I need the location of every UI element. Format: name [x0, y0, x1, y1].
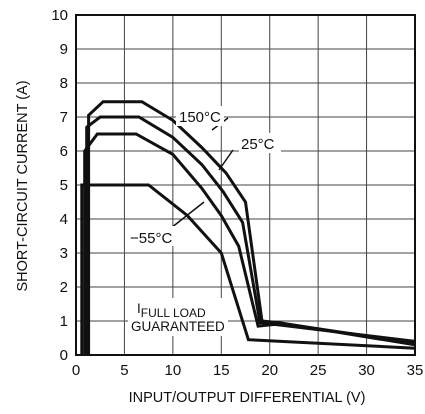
label-bg-150c [176, 106, 224, 126]
y-tick-label: 2 [60, 279, 68, 296]
y-tick-label: 8 [60, 75, 68, 92]
y-tick-labels: 0 1 2 3 4 5 6 7 8 9 10 [51, 7, 68, 364]
leader-25c [218, 149, 234, 171]
y-tick-label: 5 [60, 177, 68, 194]
label-full-load: IFULL LOAD [137, 301, 206, 320]
series-line-3 [80, 183, 416, 355]
y-tick-label: 6 [60, 143, 68, 160]
label-bg-full-load [128, 298, 228, 336]
y-tick-label: 3 [60, 245, 68, 262]
label-guaranteed: GUARANTEED [131, 319, 225, 334]
leader-m55c [170, 201, 205, 229]
series-line-2 [83, 132, 416, 355]
y-tick-label: 7 [60, 109, 68, 126]
x-axis-title: INPUT/OUTPUT DIFFERENTIAL (V) [129, 390, 366, 406]
label-full-load-i: I [137, 301, 141, 316]
series-line-1 [85, 115, 416, 355]
label-bg-25c [239, 133, 281, 153]
y-tick-label: 9 [60, 41, 68, 58]
x-tick-label: 5 [120, 362, 128, 379]
y-tick-label: 0 [60, 347, 68, 364]
label-150c: 150°C [179, 109, 221, 126]
x-tick-label: 20 [261, 362, 278, 379]
y-tick-label: 10 [51, 7, 68, 24]
x-tick-label: 25 [310, 362, 327, 379]
y-axis-title: SHORT-CIRCUIT CURRENT (A) [15, 80, 31, 291]
x-tick-label: 10 [165, 362, 182, 379]
y-tick-label: 4 [60, 211, 68, 228]
x-tick-label: 30 [358, 362, 375, 379]
x-tick-labels: 0 5 10 15 20 25 30 35 [72, 362, 424, 379]
label-bg-m55c [128, 226, 178, 246]
label-m55c: −55°C [130, 230, 172, 247]
x-tick-label: 15 [213, 362, 230, 379]
y-tick-label: 1 [60, 313, 68, 330]
x-tick-label: 0 [72, 362, 80, 379]
label-25c: 25°C [241, 136, 275, 153]
x-tick-label: 35 [407, 362, 424, 379]
series-lines [80, 100, 416, 355]
plot-frame [75, 14, 416, 356]
label-full-load-sub: FULL LOAD [141, 306, 206, 320]
